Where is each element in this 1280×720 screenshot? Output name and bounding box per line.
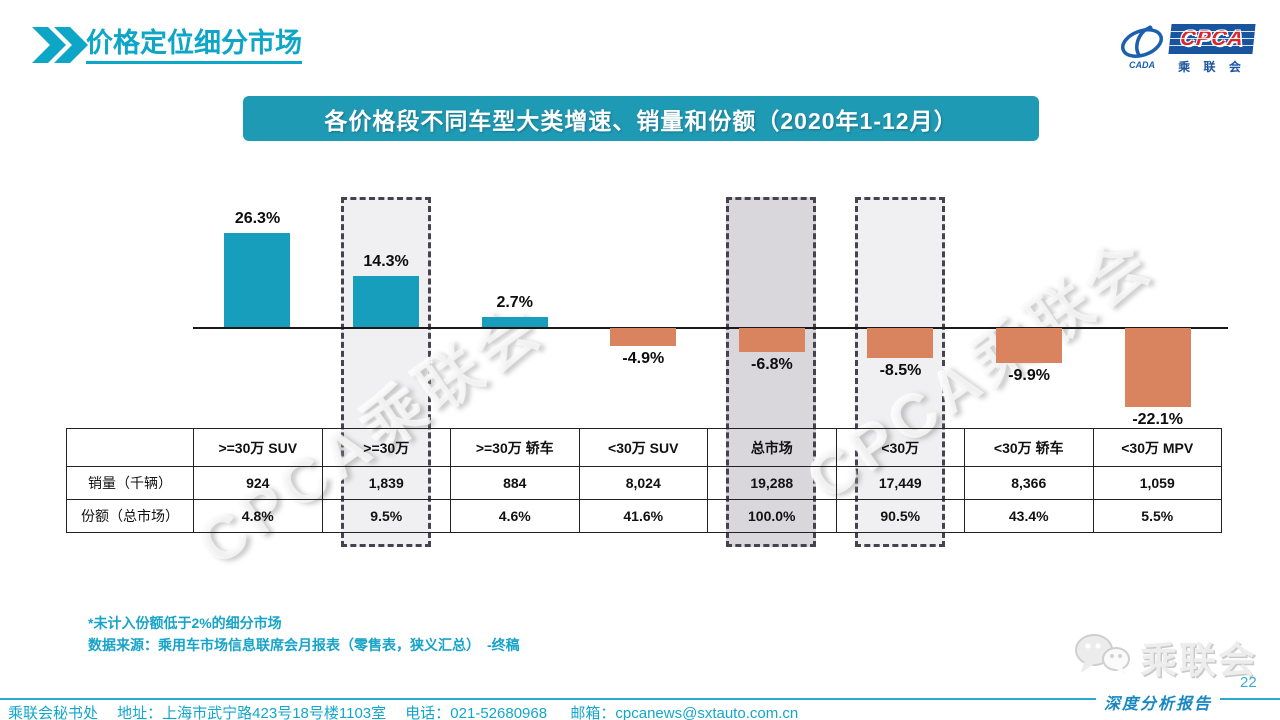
table-cell: 4.8% <box>193 499 323 533</box>
bar->=30万 <box>352 275 419 327</box>
bar-value-label: -4.9% <box>622 349 665 367</box>
table-cell: 924 <box>193 466 323 500</box>
table-col-header: >=30万 SUV <box>193 428 323 467</box>
table-row-header: 销量（千辆） <box>66 466 194 500</box>
table-corner-cell <box>66 428 194 467</box>
table-cell: 5.5% <box>1092 499 1222 533</box>
svg-text:CADA: CADA <box>1129 60 1155 70</box>
cpca-cn-label: 乘 联 会 <box>1178 60 1246 74</box>
table-cell: 4.6% <box>450 499 580 533</box>
table-cell: 8,366 <box>964 466 1094 500</box>
table-col-header: <30万 MPV <box>1092 428 1222 467</box>
bar-value-label: -9.9% <box>1008 367 1050 385</box>
email-link[interactable]: cpcanews@sxtauto.com.cn <box>615 705 799 720</box>
cpca-logo: CADA CPCA 乘 联 会 <box>1118 20 1258 78</box>
table-cell: 100.0% <box>707 499 837 533</box>
bar-<30万 轿车 <box>995 328 1062 364</box>
chart-title: 各价格段不同车型大类增速、销量和份额（2020年1-12月） <box>324 107 958 134</box>
table-cell: 8,024 <box>578 466 708 500</box>
cpca-wordmark: CPCA <box>1168 24 1256 54</box>
bar-value-label: 2.7% <box>496 294 533 312</box>
bar-总市场 <box>738 328 805 353</box>
table-row-header: 份额（总市场） <box>66 499 194 533</box>
bar-value-label: 14.3% <box>363 252 409 270</box>
report-badge: 深度分析报告 <box>1096 690 1221 714</box>
table-cell: 1,059 <box>1092 466 1222 500</box>
bar-<30万 MPV <box>1124 328 1191 408</box>
wechat-brand-label: 乘联会 <box>1140 640 1257 681</box>
data-table: >=30万 SUV >=30万 >=30万 轿车 <30万 SUV 总市场 <30万 <30… <box>66 428 1222 533</box>
table-col-header: <30万 SUV <box>578 428 708 467</box>
bar-value-label: -22.1% <box>1132 411 1184 429</box>
footnote-share: *未计入份额低于2%的细分市场 <box>88 615 282 631</box>
bar->=30万 轿车 <box>481 317 548 327</box>
footer-divider <box>0 698 1280 700</box>
bar-value-label: -6.8% <box>750 356 793 374</box>
footnotes: *未计入份额低于2%的细分市场 数据来源：乘用车市场信息联席会月报表（零售表，狭… <box>88 612 520 656</box>
bar-<30万 SUV <box>610 328 677 346</box>
page-title: 价格定位细分市场 <box>86 26 302 64</box>
table-cell: 19,288 <box>707 466 837 500</box>
table-col-header: >=30万 轿车 <box>450 428 580 467</box>
table-cell: 884 <box>450 466 580 500</box>
table-cell: 41.6% <box>578 499 708 533</box>
footnote-source: 数据来源：乘用车市场信息联席会月报表（零售表，狭义汇总） -终稿 <box>88 637 520 653</box>
chart-title-banner: 各价格段不同车型大类增速、销量和份额（2020年1-12月） <box>243 96 1039 141</box>
wechat-brand: 乘联会 <box>1072 630 1257 684</box>
bar-value-label: -8.5% <box>879 362 922 380</box>
contact-bar: 乘联会秘书处 地址：上海市武宁路423号18号楼1103室 电话：021-526… <box>8 702 798 720</box>
bar-<30万 <box>867 328 934 359</box>
table-col-header: <30万 <box>835 428 965 467</box>
table-cell: 1,839 <box>321 466 451 500</box>
contact-text: 乘联会秘书处 地址：上海市武宁路423号18号楼1103室 电话：021-526… <box>8 705 616 720</box>
table-row: 销量（千辆） 924 1,839 884 8,024 19,288 17,449 8,366 1… <box>66 466 1222 500</box>
table-cell: 9.5% <box>321 499 451 533</box>
bar-value-label: 26.3% <box>234 209 281 227</box>
table-cell: 43.4% <box>964 499 1094 533</box>
cada-swoosh-icon: CADA <box>1121 25 1163 70</box>
table-col-header: >=30万 <box>321 428 451 467</box>
double-chevron-icon <box>32 27 88 63</box>
table-col-header: <30万 轿车 <box>964 428 1094 467</box>
table-col-header: 总市场 <box>707 428 837 467</box>
table-cell: 90.5% <box>835 499 965 533</box>
zero-axis-line <box>193 327 1228 329</box>
table-cell: 17,449 <box>835 466 965 500</box>
wechat-icon <box>1075 634 1130 676</box>
page-number: 22 <box>1240 674 1257 691</box>
table-row: 份额（总市场） 4.8% 9.5% 4.6% 41.6% 100.0% 90.5% 43.4%… <box>66 499 1222 533</box>
bar->=30万 SUV <box>224 232 291 327</box>
